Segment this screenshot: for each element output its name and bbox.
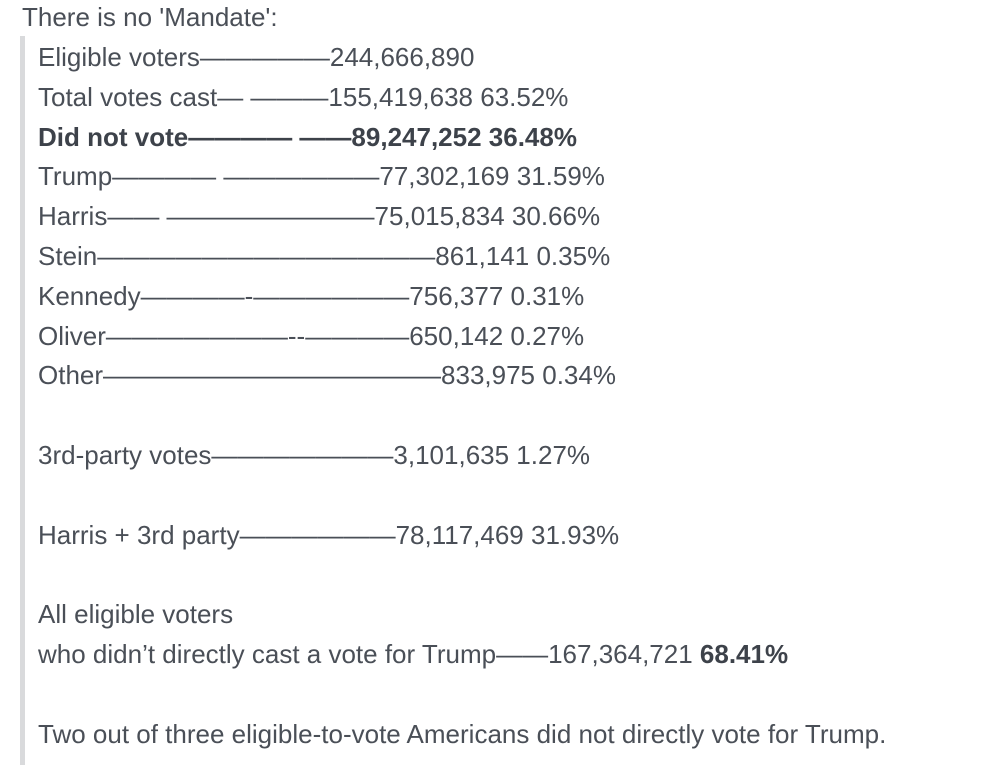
quote-block: Eligible voters—————244,666,890 Total vo… bbox=[38, 38, 886, 754]
oliver-line: Oliver———————--————650,142 0.27% bbox=[38, 320, 585, 351]
spacer bbox=[38, 555, 886, 595]
harris-line: Harris—— ————————75,015,834 30.66% bbox=[38, 201, 601, 232]
third-party-line: 3rd-party votes———————3,101,635 1.27% bbox=[38, 439, 591, 470]
conclusion-line: Two out of three eligible-to-vote Americ… bbox=[38, 718, 887, 749]
trump-line: Trump———— ——————77,302,169 31.59% bbox=[38, 161, 605, 192]
post-intro: There is no 'Mandate': bbox=[22, 2, 278, 32]
quote-bar bbox=[20, 36, 25, 765]
stein-line: Stein—————————————861,141 0.35% bbox=[38, 240, 611, 271]
all-eligible-text: who didn’t directly cast a vote for Trum… bbox=[38, 638, 700, 669]
harris-plus-third-party-line: Harris + 3rd party——————78,117,469 31.93… bbox=[38, 519, 620, 550]
all-eligible-percent: 68.41% bbox=[699, 638, 789, 669]
all-eligible-line-1: All eligible voters bbox=[38, 599, 234, 630]
spacer bbox=[38, 476, 886, 516]
spacer bbox=[38, 396, 886, 436]
kennedy-line: Kennedy————-——————756,377 0.31% bbox=[38, 280, 585, 311]
did-not-vote-line: Did not vote———— ——89,247,252 36.48% bbox=[38, 121, 577, 152]
eligible-voters-line: Eligible voters—————244,666,890 bbox=[38, 42, 475, 72]
all-eligible-line-2: who didn’t directly cast a vote for Trum… bbox=[38, 635, 886, 675]
spacer bbox=[38, 675, 886, 715]
other-line: Other—————————————833,975 0.34% bbox=[38, 360, 616, 391]
total-votes-line: Total votes cast— ———155,419,638 63.52% bbox=[38, 81, 569, 112]
